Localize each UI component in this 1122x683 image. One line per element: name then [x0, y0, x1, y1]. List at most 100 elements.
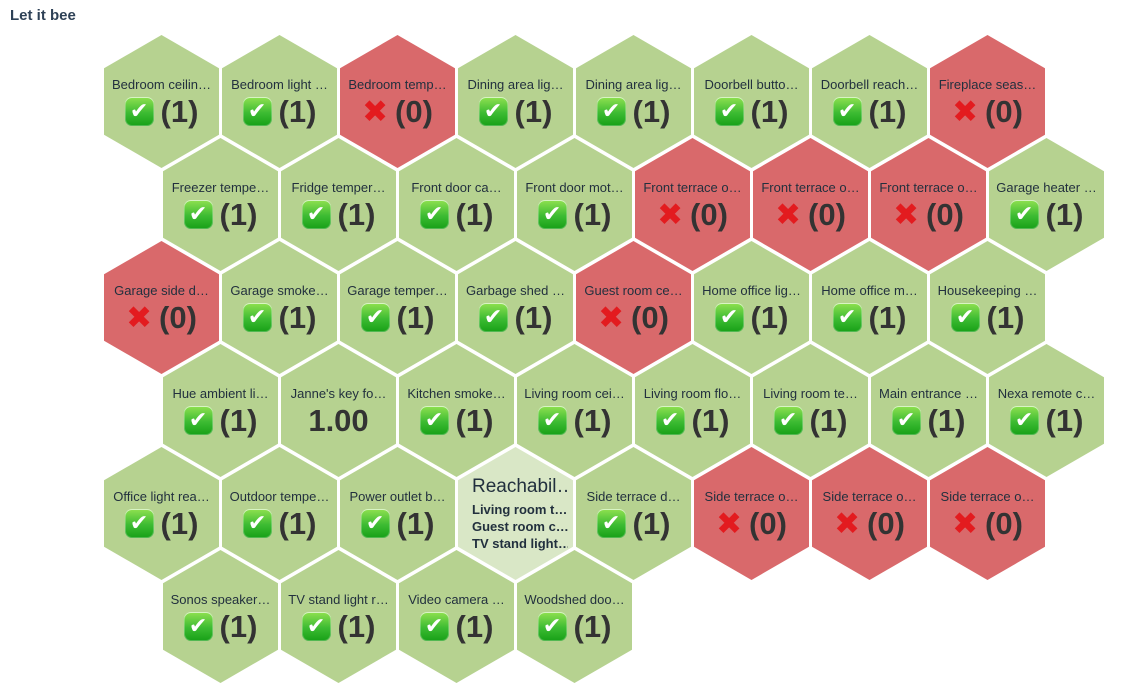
check-icon: ✔: [478, 96, 508, 126]
hex-tile[interactable]: Housekeeping … ✔ (1): [930, 241, 1045, 374]
hex-tile[interactable]: Front terrace o… ✖ (0): [753, 138, 868, 271]
hex-label: Front terrace o…: [761, 179, 860, 195]
check-icon: ✔: [596, 96, 626, 126]
hex-label: Outdoor tempe…: [229, 488, 330, 504]
hex-value-row: ✔ (1): [419, 611, 493, 642]
hex-value: (1): [278, 299, 317, 335]
page-title: Let it bee: [10, 7, 76, 24]
hex-label: Main entrance …: [879, 385, 978, 401]
hex-tile[interactable]: Side terrace o… ✖ (0): [930, 447, 1045, 580]
hex-tile[interactable]: Garage temper… ✔ (1): [340, 241, 455, 374]
hex-tile[interactable]: Freezer tempe… ✔ (1): [163, 138, 278, 271]
hex-tile[interactable]: Office light rea… ✔ (1): [104, 447, 219, 580]
check-icon: ✔: [832, 302, 862, 332]
hex-value-row: ✖ (0): [834, 508, 905, 539]
hex-tile[interactable]: Home office lig… ✔ (1): [694, 241, 809, 374]
hex-value: (1): [691, 402, 730, 438]
hex-tile[interactable]: Fireplace seas… ✖ (0): [930, 35, 1045, 168]
check-icon: ✔: [832, 96, 862, 126]
hex-label: Garage side d…: [114, 282, 209, 298]
hex-tile[interactable]: Woodshed doo… ✔ (1): [517, 550, 632, 683]
check-icon: ✔: [1009, 405, 1039, 435]
hex-value: (0): [867, 505, 905, 541]
hex-tile[interactable]: Outdoor tempe… ✔ (1): [222, 447, 337, 580]
hex-label: Living room te…: [763, 385, 858, 401]
hex-value-row: ✔ (1): [360, 302, 434, 333]
hex-value: (1): [278, 505, 317, 541]
hex-value-row: ✔ (1): [183, 402, 258, 438]
hex-tile[interactable]: Nexa remote c… ✔ (1): [989, 344, 1104, 477]
hex-label: Front terrace o…: [643, 179, 742, 195]
hex-tile[interactable]: Garage heater … ✔ (1): [989, 138, 1104, 271]
hex-tile[interactable]: Dining area lig… ✔ (1): [458, 35, 573, 168]
hex-tile[interactable]: Garage smoke… ✔ (1): [222, 241, 337, 374]
hex-value: (1): [219, 196, 258, 232]
hex-tile[interactable]: Fridge temper… ✔ (1): [281, 138, 396, 271]
hex-value: (1): [219, 402, 258, 438]
hex-value-row: ✔ (1): [124, 505, 199, 541]
cross-icon: ✖: [834, 505, 861, 541]
check-icon: ✔: [124, 96, 154, 126]
hex-tile[interactable]: Sonos speaker… ✔ (1): [163, 550, 278, 683]
hex-sublabel: Living room t…: [472, 501, 568, 517]
hex-value: (0): [926, 196, 964, 232]
hex-tile[interactable]: Hue ambient li… ✔ (1): [163, 344, 278, 477]
hex-tile[interactable]: Living room cei… ✔ (1): [517, 344, 632, 477]
hex-tile[interactable]: Bedroom light … ✔ (1): [222, 35, 337, 168]
hex-tile[interactable]: Doorbell reach… ✔ (1): [812, 35, 927, 168]
check-icon: ✔: [950, 302, 980, 332]
hex-tile[interactable]: Garbage shed … ✔ (1): [458, 241, 573, 374]
hex-label: Bedroom temp…: [348, 76, 447, 92]
hex-value: (1): [278, 93, 317, 129]
hex-tile[interactable]: Kitchen smoke… ✔ (1): [399, 344, 514, 477]
hex-value-row: ✖ (0): [893, 199, 964, 230]
hex-value: (1): [632, 93, 671, 129]
hex-tile[interactable]: Living room flo… ✔ (1): [635, 344, 750, 477]
check-icon: ✔: [1009, 199, 1039, 229]
hex-tile[interactable]: Garage side d… ✖ (0): [104, 241, 219, 374]
hex-value-row: ✔ (1): [832, 302, 906, 333]
hex-tile[interactable]: Bedroom temp… ✖ (0): [340, 35, 455, 168]
hex-tile[interactable]: Side terrace d… ✔ (1): [576, 447, 691, 580]
hex-label: Reachabil…: [472, 475, 568, 497]
hex-tile[interactable]: Front terrace o… ✖ (0): [871, 138, 986, 271]
check-icon: ✔: [419, 199, 449, 229]
hex-value-row: ✔ (1): [714, 96, 788, 127]
hex-tile[interactable]: Guest room ce… ✖ (0): [576, 241, 691, 374]
hex-label: Dining area lig…: [467, 76, 564, 92]
hex-value-row: ✔ (1): [596, 508, 670, 539]
hex-tile[interactable]: Video camera … ✔ (1): [399, 550, 514, 683]
hex-label: Side terrace d…: [586, 488, 681, 504]
hex-tile[interactable]: Power outlet b… ✔ (1): [340, 447, 455, 580]
hex-tile[interactable]: Side terrace o… ✖ (0): [812, 447, 927, 580]
hex-value-row: 1.00: [308, 405, 368, 436]
hex-tile[interactable]: Janne's key fo… 1.00: [281, 344, 396, 477]
hex-value-row: ✔ (1): [832, 96, 906, 127]
hex-tile[interactable]: TV stand light r… ✔ (1): [281, 550, 396, 683]
hex-value: (1): [337, 196, 376, 232]
hex-value-row: ✖ (0): [362, 96, 433, 127]
hex-tile[interactable]: Home office m… ✔ (1): [812, 241, 927, 374]
hex-value-row: ✔ (1): [301, 611, 375, 642]
check-icon: ✔: [478, 302, 508, 332]
hex-tile[interactable]: Front door mot… ✔ (1): [517, 138, 632, 271]
hex-value-row: ✔ (1): [301, 196, 376, 232]
hex-tile[interactable]: Dining area lig… ✔ (1): [576, 35, 691, 168]
hex-tile[interactable]: Front door ca… ✔ (1): [399, 138, 514, 271]
hex-label: Nexa remote c…: [997, 385, 1096, 401]
hex-label: Side terrace o…: [704, 488, 799, 504]
hex-tile[interactable]: Side terrace o… ✖ (0): [694, 447, 809, 580]
check-icon: ✔: [537, 611, 567, 641]
hex-value: (1): [160, 505, 199, 541]
check-icon: ✔: [183, 611, 213, 641]
hex-tile[interactable]: Living room te… ✔ (1): [753, 344, 868, 477]
cross-icon: ✖: [893, 196, 920, 232]
hex-tile[interactable]: Bedroom ceilin… ✔ (1): [104, 35, 219, 168]
hex-tile[interactable]: Doorbell butto… ✔ (1): [694, 35, 809, 168]
hex-tile[interactable]: Main entrance … ✔ (1): [871, 344, 986, 477]
hex-tile[interactable]: Front terrace o… ✖ (0): [635, 138, 750, 271]
hex-value: (1): [1045, 402, 1084, 438]
hex-value: (1): [573, 196, 612, 232]
hex-label: Fridge temper…: [291, 179, 386, 195]
hex-tile[interactable]: Reachabil… Living room t… Guest room c… TV …: [458, 447, 573, 580]
